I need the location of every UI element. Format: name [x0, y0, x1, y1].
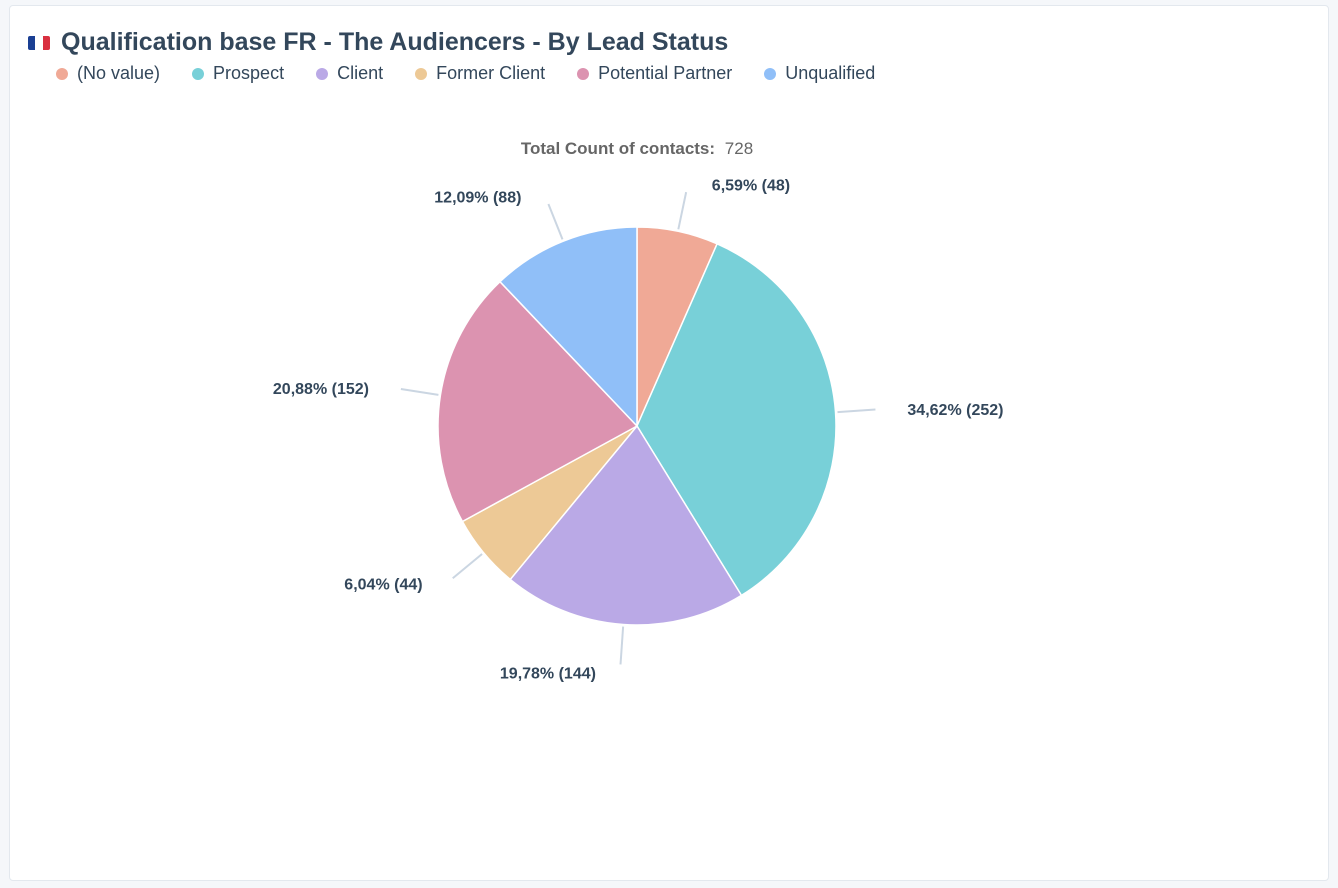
flag-stripe-white — [35, 35, 43, 50]
total-count-label: Total Count of contacts: — [521, 139, 715, 158]
chart-legend: (No value) Prospect Client Former Client… — [56, 63, 875, 84]
legend-item-no-value[interactable]: (No value) — [56, 63, 160, 84]
legend-label: Former Client — [436, 63, 546, 83]
legend-dot — [415, 67, 428, 80]
legend-label: (No value) — [77, 63, 161, 83]
chart-header: Qualification base FR - The Audiencers -… — [28, 28, 728, 57]
legend-item-former-client[interactable]: Former Client — [415, 63, 545, 84]
leader-line-unqualified — [547, 203, 564, 240]
legend-dot — [577, 67, 590, 80]
leader-line-former-client — [452, 553, 483, 579]
pie-slice-potential-partner[interactable] — [437, 280, 639, 523]
pie-leader-lines — [400, 191, 876, 665]
legend-item-unqualified[interactable]: Unqualified — [764, 63, 875, 84]
leader-line-client — [619, 626, 625, 665]
legend-dot — [56, 67, 68, 80]
legend-label: Client — [337, 63, 384, 83]
legend-dot — [192, 67, 205, 80]
chart-title[interactable]: Qualification base FR - The Audiencers -… — [61, 28, 729, 56]
legend-label: Prospect — [213, 63, 285, 83]
data-label-client: 19,78% (144) — [500, 665, 596, 682]
leader-line-potential-partner — [400, 388, 439, 396]
data-label-potential-partner: 20,88% (152) — [273, 381, 369, 398]
leader-line-no-value — [677, 191, 688, 230]
flag-stripe-red — [42, 35, 50, 50]
legend-dot — [764, 67, 777, 80]
pie-slices — [437, 226, 837, 626]
data-label-prospect: 34,62% (252) — [907, 402, 1003, 419]
leader-line-prospect — [837, 408, 876, 414]
total-count-text: Total Count of contacts: 728 — [521, 139, 753, 158]
legend-item-client[interactable]: Client — [316, 63, 383, 84]
legend-label: Unqualified — [785, 63, 876, 83]
total-count-value: 728 — [725, 139, 753, 158]
data-label-unqualified: 12,09% (88) — [434, 190, 521, 207]
legend-item-potential-partner[interactable]: Potential Partner — [577, 63, 732, 84]
data-label-former-client: 6,04% (44) — [344, 576, 422, 593]
legend-item-prospect[interactable]: Prospect — [192, 63, 284, 84]
pie-data-labels: 6,59% (48) 34,62% (252) 19,78% (144) 6,04% … — [273, 177, 1004, 682]
legend-label: Potential Partner — [598, 63, 733, 83]
pie-slice-unqualified[interactable] — [498, 226, 638, 428]
pie-slice-prospect[interactable] — [636, 242, 837, 597]
data-label-no-value: 6,59% (48) — [712, 177, 790, 194]
pie-slice-client[interactable] — [509, 424, 743, 626]
flag-stripe-blue — [28, 35, 36, 50]
legend-dot — [316, 67, 329, 80]
france-flag-icon — [28, 35, 50, 50]
